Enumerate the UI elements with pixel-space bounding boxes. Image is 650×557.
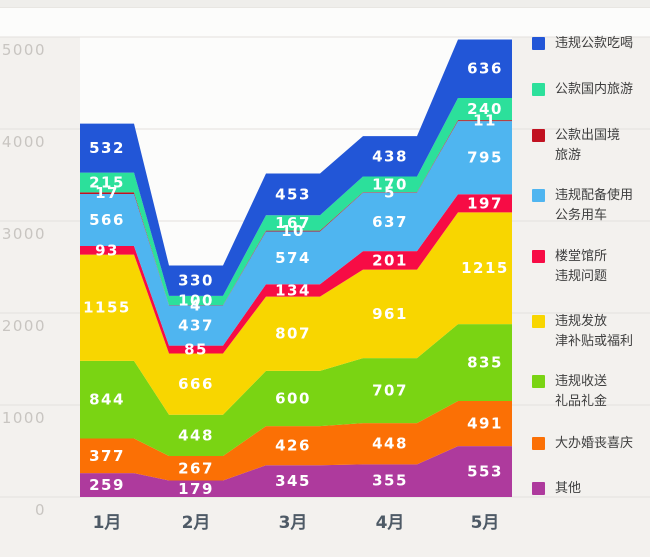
area-大办婚丧喜庆 (80, 400, 512, 481)
value-label: 844 (89, 391, 125, 409)
value-label: 4 (190, 296, 202, 314)
value-label: 532 (89, 139, 125, 157)
value-label: 10 (281, 222, 305, 240)
value-label: 170 (372, 175, 408, 193)
value-label: 636 (467, 60, 503, 78)
area-公款国内旅游 (80, 97, 512, 306)
area-违规公款吃喝 (80, 39, 512, 296)
value-label: 240 (467, 100, 503, 118)
value-label: 259 (89, 476, 125, 494)
value-label: 835 (467, 354, 503, 372)
value-label: 453 (275, 185, 311, 203)
value-label: 85 (184, 341, 208, 359)
value-label: 807 (275, 325, 311, 343)
area-违规配备使用公务用车 (80, 121, 512, 346)
x-axis-tick-label: 1月 (93, 513, 122, 533)
y-axis-tick-label: 1000 (2, 409, 46, 427)
x-axis-tick-label: 2月 (182, 513, 211, 533)
value-label: 179 (178, 480, 214, 498)
value-label: 438 (372, 147, 408, 165)
value-label: 201 (372, 251, 408, 269)
value-label: 330 (178, 272, 214, 290)
value-label: 267 (178, 459, 214, 477)
value-label: 345 (275, 472, 311, 490)
value-label: 707 (372, 382, 408, 400)
value-label: 574 (275, 249, 311, 267)
value-label: 600 (275, 389, 311, 407)
y-axis-tick-label: 0 (35, 501, 46, 519)
value-label: 215 (89, 173, 125, 191)
value-label: 666 (178, 375, 214, 393)
value-label: 448 (178, 426, 214, 444)
value-label: 197 (467, 194, 503, 212)
top-strip (0, 0, 650, 8)
y-axis-tick-label: 4000 (2, 133, 46, 151)
area-违规收送礼品礼金 (80, 324, 512, 456)
area-楼堂馆所违规问题 (80, 194, 512, 354)
value-label: 491 (467, 415, 503, 433)
area-违规发放津补贴或福利 (80, 212, 512, 415)
x-axis-tick-label: 4月 (376, 513, 405, 533)
y-axis-tick-label: 5000 (2, 41, 46, 59)
value-label: 961 (372, 305, 408, 323)
x-axis-tick-label: 5月 (471, 513, 500, 533)
y-axis-tick-label: 2000 (2, 317, 46, 335)
value-label: 1215 (461, 259, 509, 277)
x-axis-tick-label: 3月 (279, 513, 308, 533)
value-label: 11 (473, 112, 497, 130)
value-label: 377 (89, 447, 125, 465)
value-label: 5 (384, 183, 396, 201)
value-label: 17 (95, 184, 119, 202)
value-label: 553 (467, 463, 503, 481)
value-label: 566 (89, 211, 125, 229)
value-label: 1155 (83, 299, 131, 317)
y-axis-tick-label: 3000 (2, 225, 46, 243)
value-label: 426 (275, 437, 311, 455)
area-其他 (80, 446, 512, 497)
value-label: 167 (275, 214, 311, 232)
value-label: 795 (467, 149, 503, 167)
value-label: 437 (178, 317, 214, 335)
value-label: 100 (178, 291, 214, 309)
value-label: 134 (275, 281, 311, 299)
value-label: 637 (372, 213, 408, 231)
value-label: 448 (372, 435, 408, 453)
value-label: 93 (95, 241, 119, 259)
value-label: 355 (372, 472, 408, 490)
